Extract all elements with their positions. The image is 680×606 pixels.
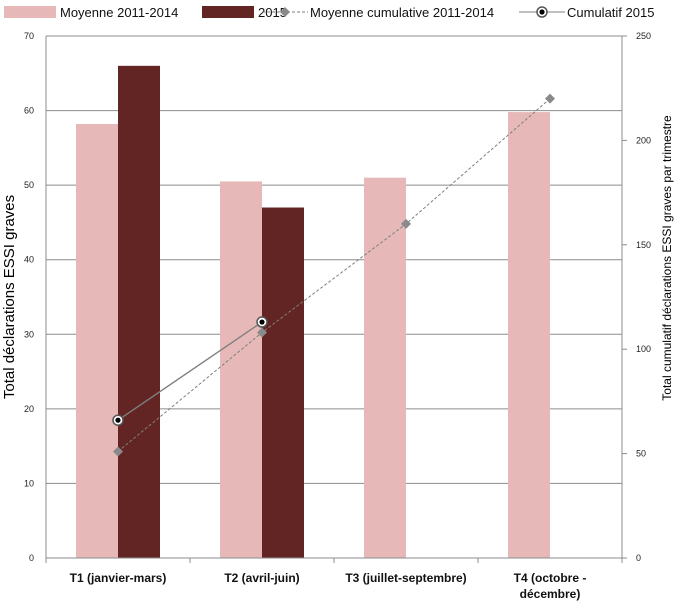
legend: Moyenne 2011-2014 2015 Moyenne cumulative … bbox=[4, 5, 654, 20]
y-tick-label: 20 bbox=[24, 404, 34, 414]
legend-label: Moyenne 2011-2014 bbox=[60, 5, 178, 20]
y2-tick-label: 200 bbox=[636, 135, 651, 145]
series-line bbox=[117, 98, 551, 452]
y-axis-label-right: Total cumulatif déclarations ESSI graves… bbox=[660, 115, 674, 401]
legend-marker-center bbox=[539, 9, 545, 15]
bars bbox=[76, 65, 550, 558]
legend-label: Cumulatif 2015 bbox=[567, 5, 654, 20]
bar bbox=[364, 177, 406, 558]
y2-tick-label: 50 bbox=[636, 449, 646, 459]
category-labels: T1 (janvier-mars) T2 (avril-juin) T3 (juil… bbox=[70, 571, 587, 601]
category-label: décembre) bbox=[520, 587, 581, 601]
y-tick-label: 10 bbox=[24, 478, 34, 488]
category-label: T4 (octobre - bbox=[514, 571, 587, 585]
bar bbox=[76, 123, 118, 558]
point bbox=[401, 218, 411, 229]
y2-tick-label: 0 bbox=[636, 553, 641, 563]
y-tick-label: 50 bbox=[24, 180, 34, 190]
y-tick-label: 30 bbox=[24, 329, 34, 339]
legend-swatch bbox=[4, 6, 56, 18]
category-label: T2 (avril-juin) bbox=[224, 571, 299, 585]
bar bbox=[220, 181, 262, 558]
category-label: T1 (janvier-mars) bbox=[70, 571, 167, 585]
category-label: T3 (juillet-septembre) bbox=[345, 571, 466, 585]
point-center bbox=[259, 319, 265, 325]
point-center bbox=[115, 417, 121, 423]
y-axis-label-left: Total déclarations ESSI graves bbox=[1, 195, 18, 399]
legend-swatch bbox=[202, 6, 254, 18]
legend-marker bbox=[280, 7, 290, 17]
y-tick-label: 60 bbox=[24, 106, 34, 116]
point bbox=[545, 93, 555, 104]
y2-tick-label: 150 bbox=[636, 240, 651, 250]
y2-tick-label: 250 bbox=[636, 31, 651, 41]
point bbox=[113, 446, 123, 457]
y-tick-label: 40 bbox=[24, 255, 34, 265]
y2-tick-label: 100 bbox=[636, 344, 651, 354]
bar bbox=[262, 207, 304, 558]
bar bbox=[118, 65, 160, 558]
series-line bbox=[117, 321, 263, 421]
legend-label: Moyenne cumulative 2011-2014 bbox=[310, 5, 494, 20]
tick-labels: 0 10 20 30 40 50 60 70 0 50 100 150 200 250 bbox=[24, 31, 651, 563]
axes bbox=[45, 35, 627, 563]
line-series bbox=[112, 93, 555, 457]
y-tick-label: 0 bbox=[29, 553, 34, 563]
point bbox=[257, 327, 267, 338]
y-tick-label: 70 bbox=[24, 31, 34, 41]
bar bbox=[508, 112, 550, 558]
